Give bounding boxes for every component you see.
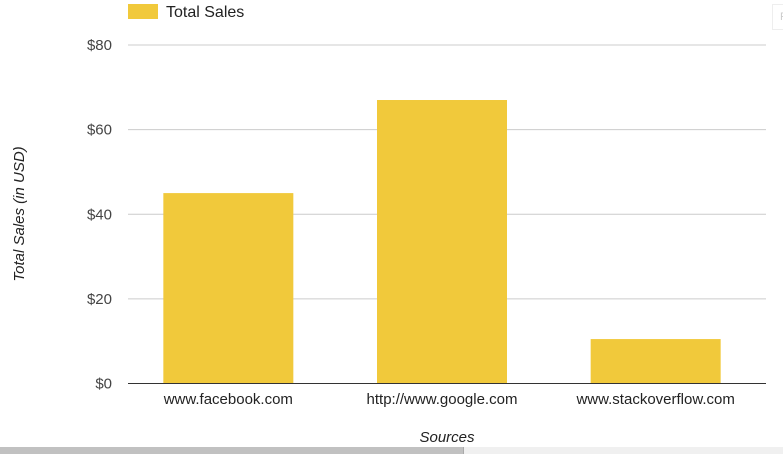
x-axis-title: Sources (419, 429, 475, 446)
y-tick-label: $0 (95, 376, 112, 393)
x-tick-label: www.stackoverflow.com (575, 391, 734, 408)
x-axis-ticks: www.facebook.com http://www.google.com www… (163, 391, 735, 408)
y-axis-title: Total Sales (in USD) (11, 146, 28, 281)
y-axis-ticks: $0 $20 $40 $60 $80 (87, 37, 112, 393)
x-tick-label: www.facebook.com (163, 391, 293, 408)
bar-www-facebook-com[interactable] (163, 193, 294, 384)
clipped-panel: F (772, 4, 783, 30)
clipped-label: F (780, 11, 783, 23)
legend-label: Total Sales (166, 4, 244, 21)
legend-swatch (128, 4, 158, 19)
bar-http-www-google-com[interactable] (377, 100, 507, 384)
horizontal-scrollbar[interactable] (0, 447, 783, 454)
y-tick-label: $20 (87, 291, 112, 308)
x-tick-label: http://www.google.com (367, 391, 518, 408)
bars (163, 100, 721, 384)
y-tick-label: $60 (87, 122, 112, 139)
y-tick-label: $40 (87, 206, 112, 223)
scrollbar-thumb[interactable] (0, 447, 464, 454)
bar-www-stackoverflow-com[interactable] (590, 339, 721, 384)
y-tick-label: $80 (87, 37, 112, 54)
